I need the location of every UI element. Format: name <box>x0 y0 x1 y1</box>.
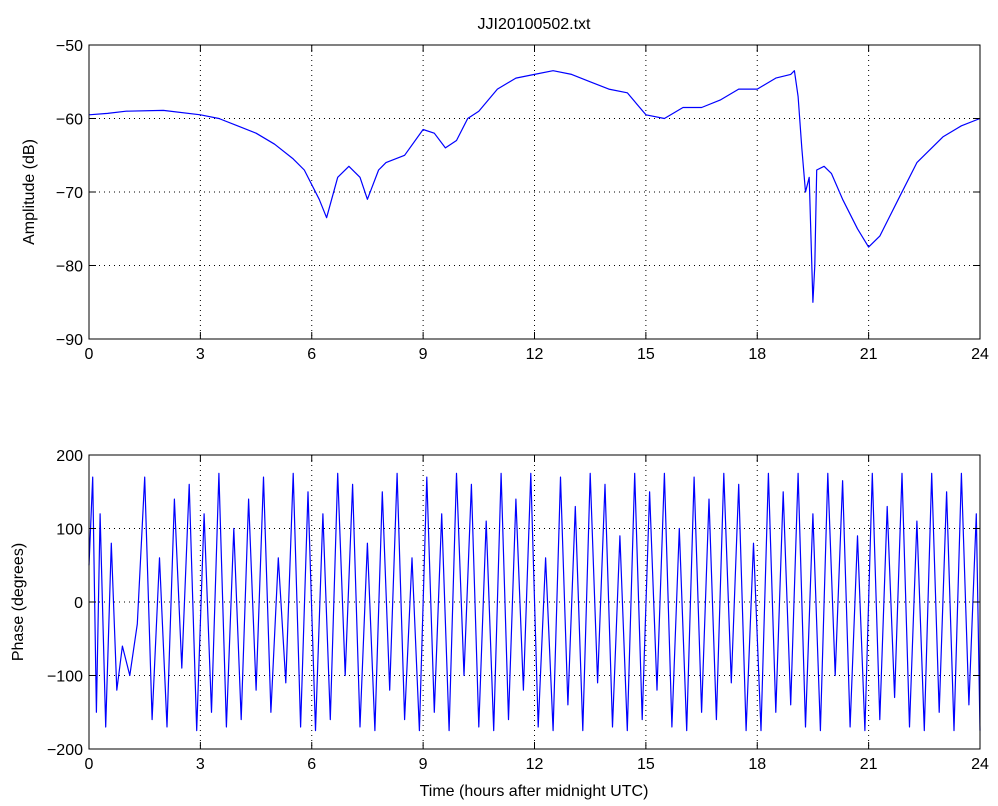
phase-ytick-label: 0 <box>74 595 83 612</box>
phase-series-path <box>88 472 981 732</box>
amplitude-ytick-label: −90 <box>56 332 83 349</box>
amplitude-series-path <box>88 70 981 303</box>
amplitude-xtick-label: 24 <box>971 346 989 363</box>
phase-xlabel: Time (hours after midnight UTC) <box>420 783 649 800</box>
amplitude-ytick-label: −50 <box>56 38 83 55</box>
phase-axes: 0 3 6 9 12 15 18 21 24 −200 −100 0 100 200 Phase (deg… <box>10 448 989 800</box>
amplitude-ylabel: Amplitude (dB) <box>21 139 38 245</box>
amplitude-ytick-label: −70 <box>56 185 83 202</box>
amplitude-xtick-label: 15 <box>637 346 655 363</box>
chart-title: JJI20100502.txt <box>478 16 592 33</box>
phase-ticks: 0 3 6 9 12 15 18 21 24 −200 −100 0 100 200 <box>47 448 989 773</box>
phase-series-line <box>88 472 981 732</box>
amplitude-xtick-label: 0 <box>85 346 94 363</box>
phase-xtick-label: 0 <box>85 756 94 773</box>
phase-ytick-label: 100 <box>56 522 83 539</box>
amplitude-ticks: 0 3 6 9 12 15 18 21 24 −90 −80 −70 −60 −50 <box>56 38 989 363</box>
amplitude-series-line <box>88 70 981 303</box>
phase-xtick-label: 24 <box>971 756 989 773</box>
phase-ylabel: Phase (degrees) <box>10 543 27 661</box>
phase-xtick-label: 3 <box>196 756 205 773</box>
phase-xtick-label: 12 <box>526 756 544 773</box>
phase-ytick-label: −200 <box>47 742 83 759</box>
amplitude-ytick-label: −80 <box>56 259 83 276</box>
phase-xtick-label: 9 <box>419 756 428 773</box>
phase-xtick-label: 21 <box>860 756 878 773</box>
amplitude-xtick-label: 21 <box>860 346 878 363</box>
amplitude-ytick-label: −60 <box>56 112 83 129</box>
amplitude-grid <box>89 45 980 339</box>
amplitude-xtick-label: 3 <box>196 346 205 363</box>
amplitude-axes: 0 3 6 9 12 15 18 21 24 −90 −80 −70 −60 −50 Amplitude … <box>21 38 989 363</box>
phase-xtick-label: 15 <box>637 756 655 773</box>
phase-xtick-label: 6 <box>307 756 316 773</box>
phase-ytick-label: 200 <box>56 448 83 465</box>
amplitude-xtick-label: 12 <box>526 346 544 363</box>
amplitude-xtick-label: 6 <box>307 346 316 363</box>
phase-xtick-label: 18 <box>748 756 766 773</box>
amplitude-xtick-label: 9 <box>419 346 428 363</box>
phase-ytick-label: −100 <box>47 669 83 686</box>
amplitude-xtick-label: 18 <box>748 346 766 363</box>
